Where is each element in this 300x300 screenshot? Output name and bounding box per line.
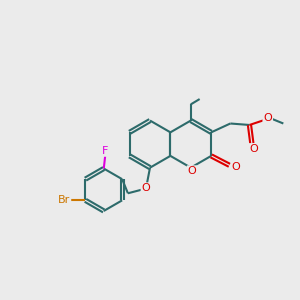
Text: O: O xyxy=(232,162,240,172)
Text: O: O xyxy=(188,166,196,176)
Text: O: O xyxy=(249,144,258,154)
Text: O: O xyxy=(142,183,150,193)
Text: Br: Br xyxy=(58,195,70,205)
Text: O: O xyxy=(263,113,272,123)
Text: F: F xyxy=(102,146,109,156)
